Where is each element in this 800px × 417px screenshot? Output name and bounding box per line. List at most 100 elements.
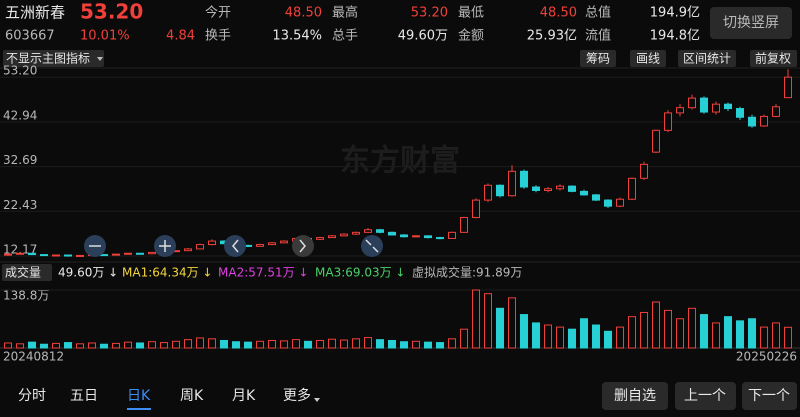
tool-button[interactable] <box>750 50 797 67</box>
volume-title[interactable]: 成交量 <box>5 265 41 280</box>
move-left[interactable] <box>224 235 246 257</box>
tool-button[interactable] <box>630 50 666 67</box>
candle-body <box>124 252 132 255</box>
volume-bar <box>412 340 420 349</box>
candle-body <box>688 97 696 109</box>
volume-bar <box>148 341 156 349</box>
candle-body <box>700 97 708 113</box>
volume-bar <box>472 289 480 349</box>
volume-bar <box>208 338 216 349</box>
ma3-value: MA3:69.03万 ↓ <box>315 266 405 280</box>
volume-bar <box>544 324 552 349</box>
volume-bar <box>556 326 564 349</box>
volume-bar <box>508 297 516 349</box>
candle-body <box>760 115 768 127</box>
icon <box>299 239 306 253</box>
volume-bar <box>256 340 264 349</box>
tab[interactable]: 五日 <box>70 388 98 404</box>
candle-body <box>772 106 780 117</box>
volume-bar <box>496 307 504 349</box>
candle-body <box>784 76 792 99</box>
volume-chart: 138.8万 <box>0 289 800 349</box>
field-value: 194.8亿 <box>650 29 700 44</box>
dropdown-arrow <box>314 398 320 402</box>
action-label[interactable]: 上一个 <box>684 388 726 404</box>
volume-bar <box>244 341 252 349</box>
action-label[interactable]: 删自选 <box>614 388 656 404</box>
tab[interactable]: 分时 <box>18 388 46 404</box>
tool-button-label[interactable]: 筹码 <box>586 52 610 66</box>
candle-body <box>400 234 408 238</box>
volume-bar <box>652 301 660 349</box>
candle-body <box>508 170 516 197</box>
volume-bar <box>688 307 696 349</box>
action-label[interactable]: 下一个 <box>748 388 790 404</box>
candle-body <box>556 185 564 190</box>
move-right[interactable] <box>292 235 314 257</box>
volume-bar <box>316 339 324 349</box>
candle-body <box>448 231 456 239</box>
virtual-volume: 虚拟成交量:91.89万 <box>412 265 522 280</box>
volume-bar <box>4 342 12 349</box>
volume-bar <box>784 326 792 349</box>
tab[interactable]: 更多 <box>283 387 311 404</box>
volume-axis-label: 138.8万 <box>3 289 49 303</box>
y-tick-label: 42.94 <box>3 108 37 122</box>
volume-bar <box>580 318 588 349</box>
tool-button-label[interactable]: 区间统计 <box>683 52 731 66</box>
ma1-value: MA1:64.34万 ↓ <box>122 266 212 280</box>
field-value: 49.60万 <box>398 29 448 44</box>
volume-bar <box>400 341 408 349</box>
dropdown-arrow <box>97 57 103 61</box>
candle-body <box>712 103 720 113</box>
rotate-button-label[interactable]: 切换竖屏 <box>723 14 779 31</box>
tab[interactable]: 月K <box>232 388 256 404</box>
field-value: 48.50 <box>540 6 577 21</box>
volume-bar <box>268 339 276 349</box>
indicator-select[interactable] <box>3 50 104 67</box>
volume-bar <box>232 341 240 349</box>
candle-body <box>52 254 60 257</box>
volume-bar <box>424 341 432 349</box>
action-button[interactable] <box>742 382 797 410</box>
volume-bar <box>292 339 300 349</box>
fullscreen[interactable] <box>361 235 383 257</box>
tool-button-label[interactable]: 画线 <box>636 52 660 66</box>
action-button[interactable] <box>675 382 736 410</box>
y-tick-label: 22.43 <box>3 198 37 212</box>
tool-button[interactable] <box>580 50 616 67</box>
candle-body <box>40 254 48 257</box>
candle-body <box>616 198 624 207</box>
field-label: 总值 <box>585 5 611 21</box>
volume-bar <box>724 316 732 349</box>
candle-body <box>16 252 24 255</box>
tool-button-label[interactable]: 前复权 <box>755 51 791 66</box>
candle-body <box>112 253 120 256</box>
price: 53.20 <box>80 0 143 24</box>
volume-bar <box>136 342 144 349</box>
volume-bar <box>280 340 288 349</box>
candle-body <box>328 235 336 239</box>
action-button[interactable] <box>602 382 668 410</box>
volume-bar <box>592 324 600 349</box>
volume-bar <box>88 342 96 349</box>
volume-bar <box>700 314 708 349</box>
field-value: 25.93亿 <box>527 29 577 44</box>
tab[interactable]: 周K <box>180 388 204 404</box>
candle-body <box>196 244 204 250</box>
volume-select[interactable] <box>2 264 52 281</box>
volume-bar <box>436 342 444 349</box>
volume-bar <box>100 343 108 349</box>
volume-value: 49.60万 ↓ <box>58 266 118 280</box>
volume-bar <box>460 328 468 349</box>
indicator-label[interactable]: 不显示主图指标 <box>6 51 90 66</box>
candle-body <box>340 233 348 237</box>
tool-button[interactable] <box>678 50 736 67</box>
rotate-button[interactable] <box>710 7 792 39</box>
volume-bar <box>304 340 312 349</box>
candle-body <box>28 252 36 256</box>
candle-body <box>724 103 732 110</box>
tab-active[interactable]: 日K <box>127 388 151 404</box>
candle-body <box>364 229 372 233</box>
volume-bar <box>628 316 636 349</box>
